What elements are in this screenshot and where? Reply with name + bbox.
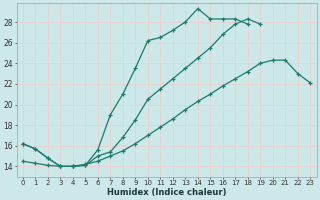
X-axis label: Humidex (Indice chaleur): Humidex (Indice chaleur): [107, 188, 226, 197]
